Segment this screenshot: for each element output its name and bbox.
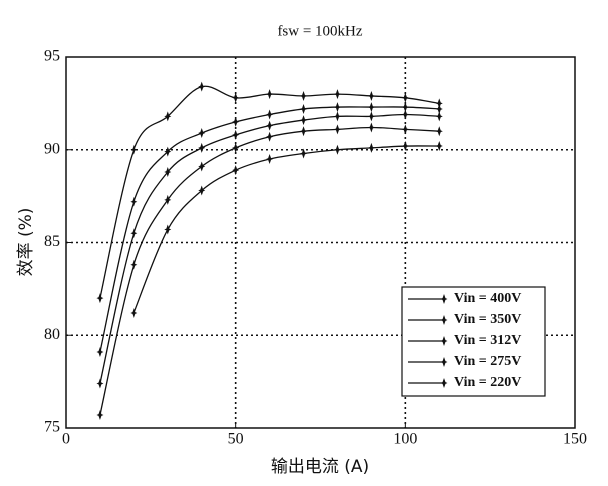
x-tick-label: 150 xyxy=(563,431,587,448)
data-point xyxy=(164,224,172,235)
data-point xyxy=(401,141,409,152)
data-point xyxy=(367,102,375,113)
legend-label: Vin = 275V xyxy=(454,354,521,369)
legend-marker xyxy=(440,378,448,388)
data-point xyxy=(130,259,138,270)
legend-label: Vin = 350V xyxy=(454,312,521,327)
series-line xyxy=(133,145,440,314)
data-point xyxy=(333,89,341,100)
data-point xyxy=(130,228,138,239)
data-point xyxy=(96,293,104,304)
data-point xyxy=(266,120,274,131)
data-point xyxy=(266,109,274,120)
data-point xyxy=(401,102,409,113)
data-point xyxy=(333,111,341,122)
data-point xyxy=(266,89,274,100)
data-point xyxy=(232,116,240,127)
x-tick-label: 50 xyxy=(228,431,244,448)
data-point xyxy=(435,111,443,122)
data-point xyxy=(300,148,308,159)
y-tick-label: 85 xyxy=(44,233,60,250)
data-point xyxy=(130,144,138,155)
y-tick-label: 90 xyxy=(44,140,60,157)
chart-title: fsw = 100kHz xyxy=(277,23,362,39)
data-point xyxy=(164,111,172,122)
series-line xyxy=(99,126,440,416)
series-line xyxy=(99,106,440,353)
data-point xyxy=(300,126,308,137)
data-point xyxy=(435,103,443,114)
data-point xyxy=(198,128,206,139)
data-point xyxy=(232,92,240,103)
data-point xyxy=(130,307,138,318)
x-tick-label: 100 xyxy=(393,431,417,448)
data-point xyxy=(367,90,375,101)
data-point xyxy=(198,142,206,153)
y-tick-label: 75 xyxy=(44,419,60,436)
y-tick-label: 95 xyxy=(44,48,60,65)
legend-marker xyxy=(440,357,448,367)
legend-marker xyxy=(440,315,448,325)
legend-label: Vin = 312V xyxy=(454,333,521,348)
legend-label: Vin = 220V xyxy=(454,375,521,390)
plot-frame xyxy=(65,56,576,429)
data-point xyxy=(367,122,375,133)
data-point xyxy=(198,81,206,92)
data-point xyxy=(96,346,104,357)
x-tick-label: 0 xyxy=(62,431,70,448)
data-point xyxy=(266,131,274,142)
data-point xyxy=(96,378,104,389)
data-point xyxy=(96,410,104,421)
data-point xyxy=(232,129,240,140)
data-point xyxy=(300,103,308,114)
legend-marker xyxy=(440,294,448,304)
data-point xyxy=(164,146,172,157)
data-point xyxy=(435,141,443,152)
series-line xyxy=(99,113,440,384)
series-line xyxy=(99,85,440,299)
data-point xyxy=(333,144,341,155)
data-point xyxy=(164,167,172,178)
data-point xyxy=(367,111,375,122)
data-point xyxy=(435,98,443,109)
data-point xyxy=(300,90,308,101)
legend-label: Vin = 400V xyxy=(454,291,521,306)
data-point xyxy=(266,154,274,165)
y-axis-label: 效率 (%) xyxy=(16,208,36,277)
data-point xyxy=(130,196,138,207)
y-tick-label: 80 xyxy=(44,326,60,343)
data-point xyxy=(232,142,240,153)
data-point xyxy=(232,165,240,176)
data-point xyxy=(333,102,341,113)
data-point xyxy=(401,109,409,120)
data-point xyxy=(198,161,206,172)
data-point xyxy=(401,124,409,135)
x-axis-label: 输出电流 (A) xyxy=(271,457,369,477)
data-point xyxy=(333,124,341,135)
data-point xyxy=(367,142,375,153)
data-point xyxy=(198,185,206,196)
data-point xyxy=(401,92,409,103)
data-point xyxy=(164,194,172,205)
data-point xyxy=(435,126,443,137)
legend-marker xyxy=(440,336,448,346)
data-point xyxy=(300,115,308,126)
